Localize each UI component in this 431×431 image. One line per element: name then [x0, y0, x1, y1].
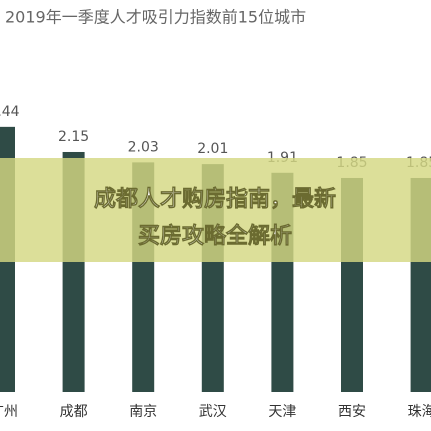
value-label: 2.03 [128, 139, 159, 155]
banner-line: 成都人才购房指南，最新 [94, 186, 336, 212]
value-label: 2.01 [197, 141, 228, 157]
x-tick-label: 成都 [60, 404, 88, 420]
banner [0, 158, 431, 262]
x-tick-label: 广州 [0, 404, 18, 420]
value-label: 2.44 [0, 104, 20, 120]
x-tick-label: 西安 [338, 404, 366, 420]
x-tick-label: 珠海 [408, 404, 431, 420]
x-tick-label: 南京 [129, 404, 157, 420]
x-tick-label: 天津 [268, 404, 296, 420]
banner-line: 买房攻略全解析 [138, 223, 292, 249]
chart-title: 2019年一季度人才吸引力指数前15位城市 [5, 8, 306, 27]
value-label: 2.15 [58, 129, 89, 145]
x-tick-label: 武汉 [199, 404, 227, 420]
